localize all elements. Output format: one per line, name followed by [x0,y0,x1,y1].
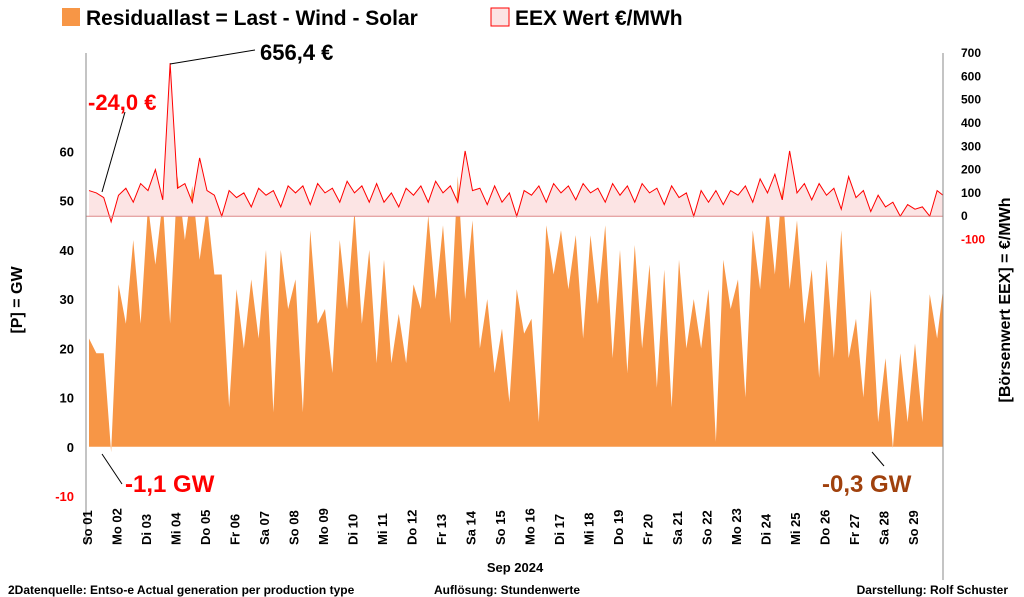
y-tick-label: 20 [60,341,74,356]
annotation-price-min: -24,0 € [88,90,157,193]
y2-axis-label: [Börsenwert EEX] = €/MWh [997,198,1014,403]
x-tick-label: So 29 [906,510,921,545]
annotation-price-max: 656,4 € [169,40,333,65]
y-tick-label: -10 [55,489,74,504]
x-tick-label: Mi 18 [582,512,597,545]
legend-swatch-price [490,7,510,27]
legend-price: EEX Wert €/MWh [515,7,683,30]
x-tick-label: Sa 21 [670,511,685,545]
y-tick-label: 10 [60,391,74,406]
x-tick-label: Mo 09 [316,508,331,545]
x-tick-label: Mi 04 [169,512,184,545]
annotation-residual-min2-label: -0,3 GW [822,471,912,498]
x-tick-label: Mi 25 [788,512,803,545]
annotation-price-min-label: -24,0 € [88,90,157,115]
x-tick-label: Di 17 [552,514,567,545]
x-tick-label: So 15 [493,510,508,545]
x-tick-label: Fr 06 [228,514,243,545]
residual-area [89,176,943,453]
y-tick-label: 40 [60,243,74,258]
y-tick-label: 30 [60,292,74,307]
legend-residual: Residuallast = Last - Wind - Solar [86,7,418,30]
footer-source: 2Datenquelle: Entso-e Actual generation … [8,583,355,597]
y2-tick-label: 700 [961,46,981,60]
x-tick-label: Mo 16 [523,508,538,545]
x-tick-label: Di 24 [759,513,774,545]
legend-swatch-residual [62,8,80,26]
footer-resolution: Auflösung: Stundenwerte [434,583,580,597]
y2-tick-label: 300 [961,139,981,153]
legend: Residuallast = Last - Wind - Solar EEX W… [62,7,683,30]
x-tick-label: Fr 20 [641,514,656,545]
x-tick-label: Fr 27 [847,514,862,545]
y2-tick-label: 500 [961,93,981,107]
x-tick-label: Mo 02 [110,508,125,545]
y-tick-label: 60 [60,144,74,159]
x-tick-label: So 22 [700,510,715,545]
price-line [88,63,944,224]
y-tick-label: 50 [60,194,74,209]
y2-tick-label: 400 [961,116,981,130]
x-tick-label: Mi 11 [375,513,390,545]
y-axis-label: [P] = GW [9,266,26,334]
x-tick-label: Sa 14 [464,510,479,545]
annotation-residual-min: -1,1 GW [101,453,215,498]
x-tick-label: Fr 13 [434,514,449,545]
x-tick-label: Do 12 [405,510,420,545]
annotation-price-max-label: 656,4 € [260,40,333,65]
x-tick-label: Sa 28 [877,511,892,545]
y2-tick-label: -100 [961,233,985,247]
x-tick-label: Do 26 [818,510,833,545]
y-tick-label: 0 [67,440,74,455]
footer-author: Darstellung: Rolf Schuster [857,583,1009,597]
x-tick-label: Do 19 [611,510,626,545]
price-area [89,63,943,222]
x-tick-label: Do 05 [198,510,213,545]
y2-tick-label: 200 [961,163,981,177]
x-tick-label: Di 10 [346,514,361,545]
x-axis-label: Sep 2024 [487,560,544,575]
y2-tick-label: 0 [961,209,968,223]
annotation-residual-min-label: -1,1 GW [125,471,215,498]
x-tick-label: So 08 [287,510,302,545]
y2-tick-label: 100 [961,186,981,200]
x-tick-label: Sa 07 [257,511,272,545]
x-tick-label: So 01 [80,510,95,545]
x-tick-label: Di 03 [139,514,154,545]
annotation-residual-min2: -0,3 GW [822,451,912,498]
y2-tick-label: 600 [961,69,981,83]
x-tick-label: Mo 23 [729,508,744,545]
